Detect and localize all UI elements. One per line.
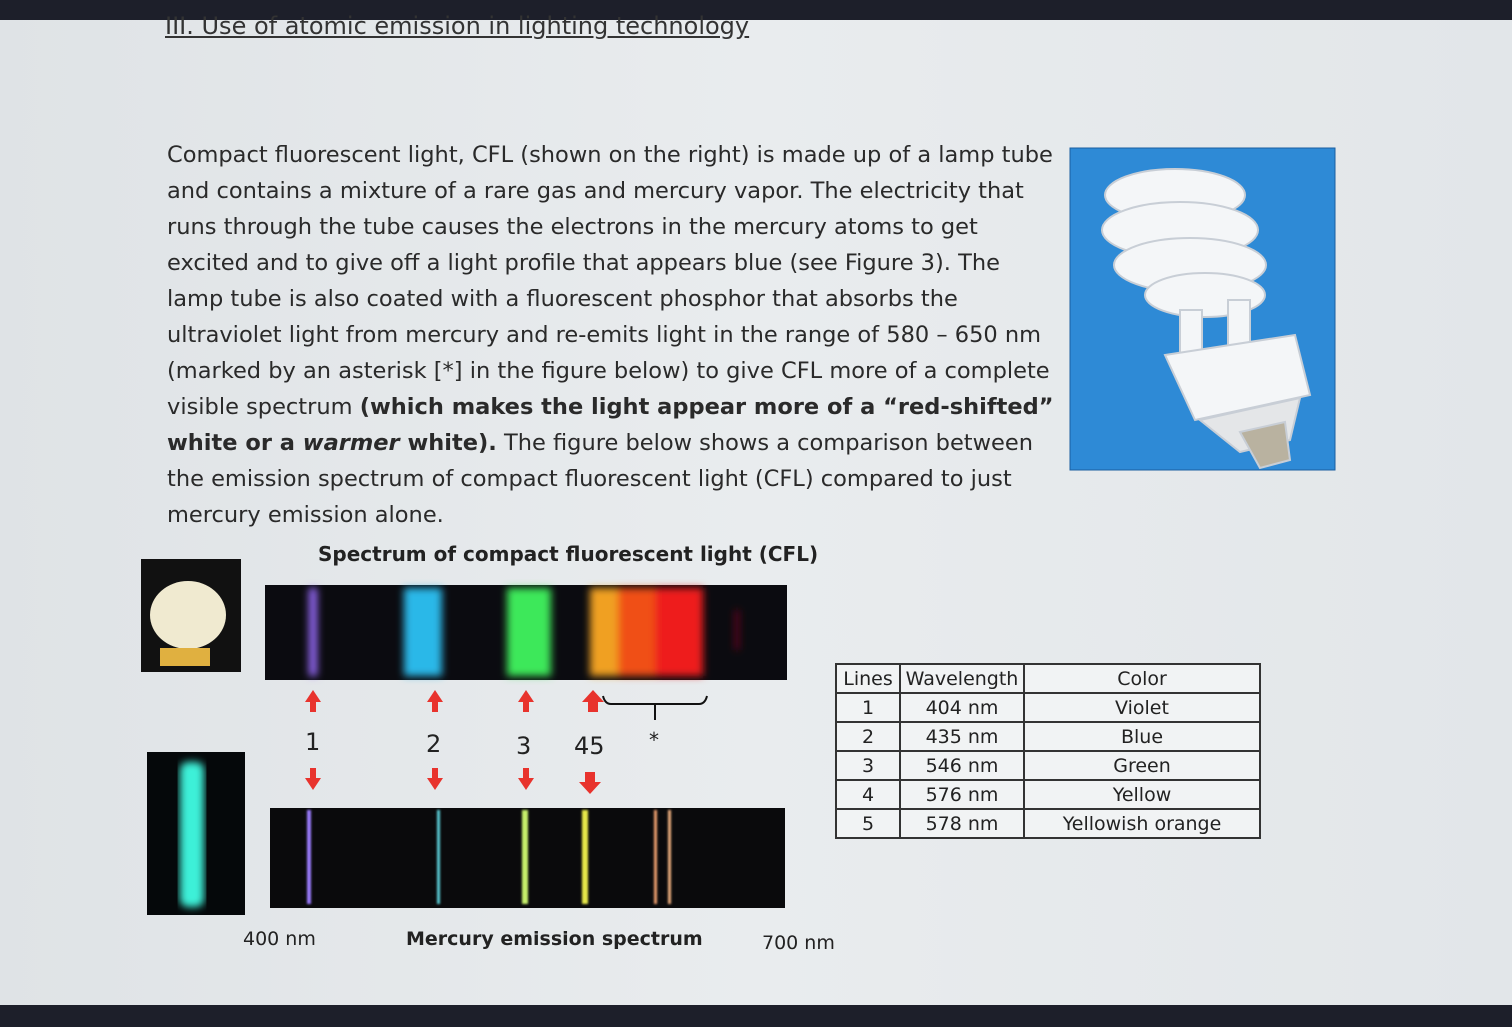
figure-title: Spectrum of compact fluorescent light (C… [318,542,819,566]
bold-run: (which makes the light appear more of a … [167,394,1054,456]
table-row: 5 578 nm Yellowish orange [835,808,1261,839]
line-label: 1 [305,728,321,756]
bracket [602,695,708,720]
line-label: 3 [516,732,532,760]
table-cell: 2 [835,721,901,752]
document-page: III. Use of atomic emission in lighting … [0,12,1512,1005]
mercury-spectrum-lines [307,810,671,904]
table-cell: Yellow [1023,779,1261,810]
table-cell: Yellowish orange [1023,808,1261,839]
table-cell: 3 [835,750,901,781]
line-label: 2 [426,730,442,758]
bold-italic-run: warmer [302,430,400,456]
mercury-tube [180,762,204,907]
table-cell: Blue [1023,721,1261,752]
line-label: 45 [574,732,605,760]
text-run: The figure below shows a comparison betw… [167,430,1033,528]
table-cell: Violet [1023,692,1261,723]
table: Lines Wavelength Color 1 404 nm Violet 2 435 nm… [835,663,1261,839]
figure-graphics [141,147,1336,915]
text-run: Compact fluorescent light, CFL (shown on… [167,142,1053,420]
table-cell: 404 nm [899,692,1025,723]
table-row: 3 546 nm Green [835,750,1261,781]
arrows [305,690,604,794]
table-row: 4 576 nm Yellow [835,779,1261,810]
caption: Mercury emission spectrum [406,928,703,950]
bold-run: white). [399,430,497,456]
table-cell: 435 nm [899,721,1025,752]
paragraph: Compact fluorescent light, CFL (shown on… [167,137,1057,533]
table-cell: Green [1023,750,1261,781]
table-cell: 5 [835,808,901,839]
cfl-base [160,648,210,666]
table-cell: 578 nm [899,808,1025,839]
cfl-spectrum-lines [309,588,739,676]
bulb-drawing [1101,168,1312,470]
min-label: 400 nm [243,928,316,950]
table-cell: 546 nm [899,750,1025,781]
cfl-bulb [150,581,226,649]
table-row: 2 435 nm Blue [835,721,1261,752]
table-header: Wavelength [899,663,1025,694]
line-label: * [649,728,659,752]
heading: III. Use of atomic emission in lighting … [165,12,750,40]
table-cell: 576 nm [899,779,1025,810]
table-header: Color [1023,663,1261,694]
table-row: 1 404 nm Violet [835,692,1261,723]
table-cell: 1 [835,692,901,723]
table-header: Lines [835,663,901,694]
max-label: 700 nm [762,932,835,954]
table-cell: 4 [835,779,901,810]
